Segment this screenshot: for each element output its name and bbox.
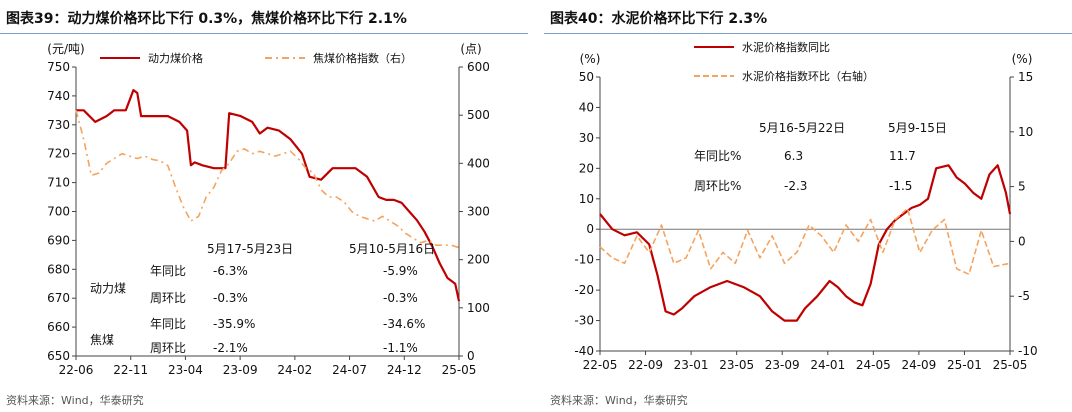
y-left-tick-label: 650 — [47, 349, 70, 363]
coal-price-chart: 650 660 670 680 690 700 710 720 730 740 750 0 100 200… — [47, 42, 490, 377]
table-group-label: 动力煤 — [90, 282, 126, 296]
x-tick-label: 22-06 — [59, 363, 94, 377]
table-row-label: 年同比% — [694, 149, 741, 163]
x-tick-label: 22-09 — [628, 358, 663, 372]
x-tick-label: 22-05 — [583, 358, 618, 372]
table-group-label: 焦煤 — [90, 333, 114, 347]
series-line-primary — [599, 164, 1012, 322]
y-right-tick-label: 15 — [1018, 70, 1033, 84]
y-right-tick-label: 0 — [1018, 234, 1026, 248]
title-divider — [544, 33, 1072, 34]
table-row-label: 周环比% — [694, 179, 741, 193]
y-right-tick-label: 10 — [1018, 125, 1033, 139]
cement-price-chart: -40 -30 -20 -10 0 10 20 30 40 50 -10 -5 0 5 10 15 22-05 2… — [574, 40, 1038, 372]
x-tick-label: 23-09 — [223, 363, 258, 377]
x-tick-label: 24-05 — [856, 358, 891, 372]
y-left-tick-label: 670 — [47, 291, 70, 305]
table-value: -1.5 — [889, 179, 912, 193]
x-tick-label: 24-07 — [332, 363, 367, 377]
x-tick-label: 24-01 — [810, 358, 845, 372]
table-value: -35.9% — [213, 317, 255, 331]
table-header: 5月16-5月22日 — [759, 121, 845, 135]
y-right-unit: (%) — [1012, 52, 1033, 66]
x-tick-label: 24-09 — [901, 358, 936, 372]
y-left-tick-label: 10 — [579, 192, 594, 206]
series-line-secondary — [599, 207, 1011, 276]
x-tick-label: 22-11 — [113, 363, 148, 377]
y-left-tick-label: 50 — [579, 70, 594, 84]
chart-title: 图表40：水泥价格环比下行 2.3% — [550, 11, 768, 27]
table-value: -2.1% — [213, 341, 248, 355]
y-right-tick-label: 400 — [467, 156, 490, 170]
table-value: -1.1% — [383, 341, 418, 355]
y-left-tick-label: 690 — [47, 233, 70, 247]
y-right-unit: (点) — [460, 42, 481, 56]
legend-label: 动力煤价格 — [148, 51, 203, 65]
table-header: 5月10-5月16日 — [349, 242, 435, 256]
source-note: 资料来源：Wind，华泰研究 — [550, 394, 688, 407]
y-right-tick-label: 500 — [467, 108, 490, 122]
y-left-unit: (%) — [580, 52, 601, 66]
y-left-tick-label: 0 — [586, 222, 594, 236]
y-left-tick-label: 680 — [47, 262, 70, 276]
source-note: 资料来源：Wind，华泰研究 — [6, 394, 144, 407]
y-right-tick-label: -5 — [1018, 289, 1030, 303]
y-left-tick-label: 750 — [47, 60, 70, 74]
title-divider — [0, 33, 528, 34]
y-left-tick-label: 20 — [579, 161, 594, 175]
table-row-label: 周环比 — [150, 341, 186, 355]
y-right-tick-label: 200 — [467, 253, 490, 267]
series-line-secondary — [75, 110, 460, 249]
table-header: 5月17-5月23日 — [207, 242, 293, 256]
y-left-tick-label: 730 — [47, 118, 70, 132]
y-left-tick-label: -10 — [574, 253, 594, 267]
x-tick-label: 23-09 — [765, 358, 800, 372]
table-value: -0.3% — [383, 291, 418, 305]
x-tick-label: 24-02 — [277, 363, 312, 377]
table-value: -6.3% — [213, 264, 248, 278]
x-tick-label: 24-12 — [387, 363, 422, 377]
y-right-tick-label: 5 — [1018, 180, 1026, 194]
table-value: -0.3% — [213, 291, 248, 305]
y-right-tick-label: 100 — [467, 301, 490, 315]
y-left-tick-label: 30 — [579, 131, 594, 145]
x-tick-label: 23-01 — [674, 358, 709, 372]
y-left-unit: (元/吨) — [47, 42, 84, 56]
y-left-tick-label: 660 — [47, 320, 70, 334]
y-left-tick-label: 700 — [47, 205, 70, 219]
series-line-primary — [76, 88, 461, 302]
y-right-tick-label: 300 — [467, 205, 490, 219]
x-tick-label: 23-05 — [719, 358, 754, 372]
table-row-label: 年同比 — [150, 264, 186, 278]
table-value: -2.3 — [784, 179, 807, 193]
x-tick-label: 23-04 — [168, 363, 203, 377]
table-value: 11.7 — [889, 149, 916, 163]
y-left-tick-label: -40 — [574, 344, 594, 358]
x-tick-label: 25-05 — [442, 363, 477, 377]
right-chart-panel: 图表40：水泥价格环比下行 2.3% -40 -30 -20 -10 0 10 20 30 40… — [544, 0, 1072, 412]
table-value: -5.9% — [383, 264, 418, 278]
y-right-tick-label: 0 — [467, 349, 475, 363]
x-tick-label: 25-01 — [947, 358, 982, 372]
chart-title: 图表39：动力煤价格环比下行 0.3%，焦煤价格环比下行 2.1% — [6, 11, 407, 27]
table-row-label: 年同比 — [150, 317, 186, 331]
y-left-tick-label: 740 — [47, 89, 70, 103]
legend-label: 水泥价格指数同比 — [742, 40, 830, 54]
x-tick-label: 25-05 — [993, 358, 1028, 372]
y-right-tick-label: -10 — [1018, 344, 1038, 358]
left-chart-panel: 图表39：动力煤价格环比下行 0.3%，焦煤价格环比下行 2.1% 650 660… — [0, 0, 528, 412]
table-value: -34.6% — [383, 317, 425, 331]
table-value: 6.3 — [784, 149, 803, 163]
y-left-tick-label: -20 — [574, 283, 594, 297]
y-right-tick-label: 600 — [467, 60, 490, 74]
table-header: 5月9-15日 — [888, 121, 947, 135]
table-row-label: 周环比 — [150, 291, 186, 305]
y-left-tick-label: 720 — [47, 147, 70, 161]
y-left-tick-label: 40 — [579, 100, 594, 114]
y-left-tick-label: 710 — [47, 176, 70, 190]
legend-label: 水泥价格指数环比（右轴） — [742, 69, 874, 83]
y-left-tick-label: -30 — [574, 314, 594, 328]
legend-label: 焦煤价格指数（右） — [313, 51, 412, 65]
